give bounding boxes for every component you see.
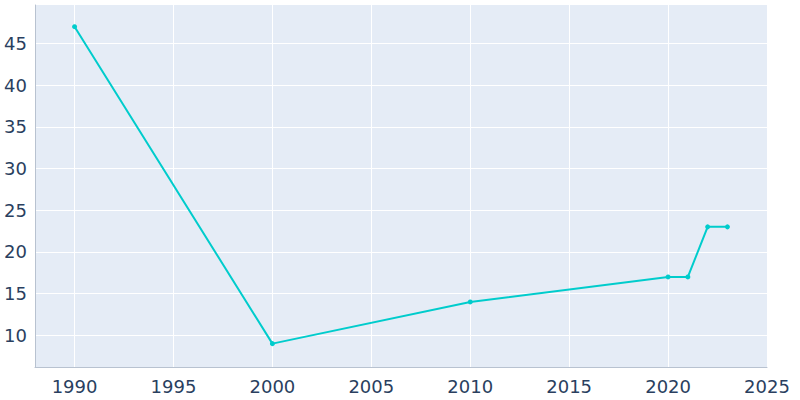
svg-text:45: 45 — [4, 33, 27, 54]
svg-text:2020: 2020 — [645, 376, 691, 397]
svg-text:2025: 2025 — [744, 376, 790, 397]
svg-text:1995: 1995 — [151, 376, 197, 397]
svg-text:35: 35 — [4, 116, 27, 137]
svg-text:25: 25 — [4, 200, 27, 221]
svg-text:2000: 2000 — [249, 376, 295, 397]
svg-text:2010: 2010 — [447, 376, 493, 397]
svg-text:10: 10 — [4, 325, 27, 346]
svg-text:2005: 2005 — [348, 376, 394, 397]
svg-text:1990: 1990 — [52, 376, 98, 397]
svg-text:2015: 2015 — [546, 376, 592, 397]
svg-text:15: 15 — [4, 283, 27, 304]
svg-text:40: 40 — [4, 75, 27, 96]
svg-text:20: 20 — [4, 241, 27, 262]
svg-text:30: 30 — [4, 158, 27, 179]
